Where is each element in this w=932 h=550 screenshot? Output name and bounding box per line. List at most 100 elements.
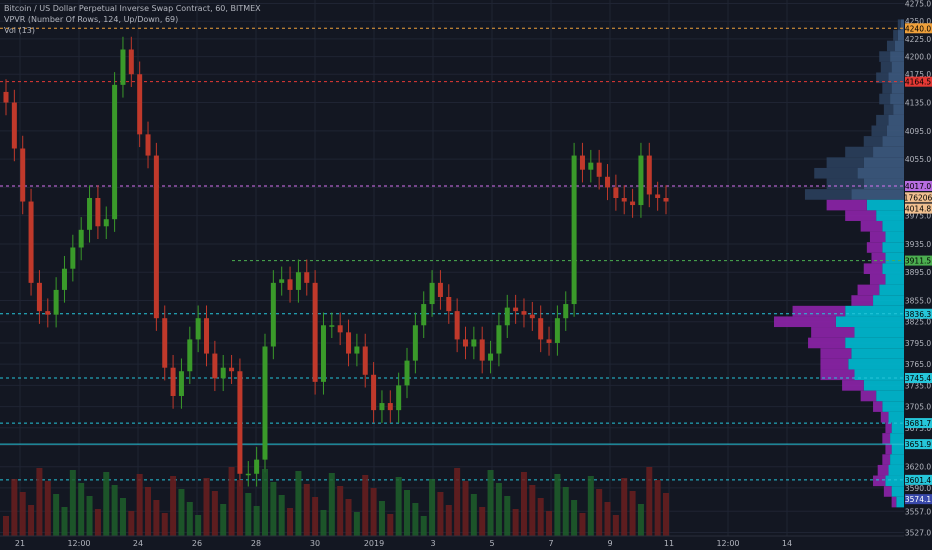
price-axis[interactable]: 4275.0 4250.0 4225.0 4200.0 4175.0 4135.0 4095… (904, 0, 932, 537)
volume-profile-row-down (845, 146, 874, 158)
volume-profile-row-up (900, 19, 904, 31)
volume-profile-row-up (896, 496, 904, 508)
volume-bar (69, 470, 76, 536)
volume-profile-row-down (845, 210, 877, 221)
volume-bar (203, 478, 210, 536)
volume-profile-row-down (820, 348, 852, 359)
volume-profile-row-up (891, 486, 904, 497)
candle-body (538, 318, 544, 340)
volume-profile-row-up (885, 231, 904, 243)
price-axis-background[interactable] (904, 0, 932, 550)
price-level-label: 3651.9 (905, 440, 931, 449)
candle-body (254, 459, 260, 474)
volume-profile-row-down (882, 83, 892, 94)
volume-profile-row-down (814, 167, 858, 179)
candle-body (346, 332, 352, 354)
volume-bar (520, 472, 527, 536)
price-level-label: 3836.3 (905, 310, 931, 319)
volume-profile-row-up (891, 61, 904, 73)
price-axis-tick: 3675.0 (905, 424, 931, 433)
price-axis-badge-label: 176206 (904, 193, 932, 202)
volume-profile-row-down (804, 189, 852, 200)
volume-bar (211, 491, 218, 536)
volume-profile-row-down (820, 358, 849, 370)
candle-body (496, 325, 502, 354)
volume-bar (11, 479, 18, 536)
volume-profile-row-down (883, 104, 894, 115)
volume-bar (295, 471, 302, 536)
price-axis-tick: 3895.0 (905, 268, 931, 277)
volume-bar (111, 485, 118, 536)
volume-bar (278, 495, 285, 536)
volume-profile-row-up (897, 30, 904, 41)
candle-body (178, 371, 184, 396)
candle-body (170, 367, 176, 396)
candle-body (488, 353, 494, 361)
candle-body (504, 307, 510, 326)
candle-body (371, 374, 377, 411)
candle-body (462, 339, 468, 347)
volume-bar (378, 501, 385, 536)
volume-profile-row-down (893, 30, 898, 41)
volume-profile-row-down (871, 252, 886, 264)
volume-profile-row-up (890, 51, 904, 62)
volume-bar (78, 483, 85, 536)
candle-body (621, 197, 627, 202)
candle-body (187, 339, 193, 372)
candle-body (320, 325, 326, 382)
price-axis-tick: 3557.0 (905, 507, 931, 516)
candle-body (120, 49, 126, 85)
time-axis-tick: 11 (664, 539, 674, 548)
candle-body (554, 318, 560, 343)
volume-profile-row-down (876, 114, 889, 126)
volume-profile-row-up (894, 40, 904, 52)
grid-lines (0, 0, 904, 536)
candle-body (95, 197, 101, 227)
candle-body (646, 155, 652, 195)
price-level-label: 3745.4 (905, 374, 931, 383)
time-axis-tick: 28 (251, 539, 261, 548)
volume-profile-row-up (879, 284, 904, 296)
volume-bar (44, 481, 51, 536)
volume-profile-row-up (851, 348, 904, 359)
volume-bar (604, 502, 611, 536)
price-axis-tick: 3620.0 (905, 463, 931, 472)
price-axis-tick: 4135.0 (905, 99, 931, 108)
price-axis-tick: 3975.0 (905, 212, 931, 221)
volume-profile-row-up (876, 210, 904, 221)
volume-profile-row-down (860, 390, 877, 402)
volume-profile-row-up (888, 114, 904, 126)
volume-bar (186, 502, 193, 536)
volume-bar (236, 480, 243, 536)
volume-bar (612, 515, 619, 536)
candle-body (329, 325, 335, 327)
price-level-badge (905, 474, 932, 485)
volume-profile-row-down (871, 125, 887, 137)
candle-body (630, 201, 636, 206)
candle-body (279, 279, 285, 283)
volume-bar (395, 477, 402, 536)
candle-body (153, 155, 159, 319)
price-axis-tick: 3705.0 (905, 403, 931, 412)
time-axis[interactable]: 21 12:00 24 26 28 30 2019 3 5 7 9 11 12:00 14 (0, 535, 904, 548)
candle-body (454, 311, 460, 340)
volume-bar (621, 478, 628, 536)
volume-bar (429, 479, 436, 536)
volume-profile-row-down (774, 316, 836, 328)
time-axis-tick: 2019 (364, 539, 384, 548)
volume-bar (312, 497, 319, 536)
candle-body (396, 385, 402, 411)
volume-profile-row-down (873, 475, 886, 487)
candle-body (571, 155, 577, 305)
volume-bar (654, 480, 661, 536)
price-axis-tick: 3735.0 (905, 381, 931, 390)
volume-profile-row-down (885, 422, 892, 434)
time-axis-tick: 14 (782, 539, 792, 548)
volume-bar (153, 500, 160, 536)
price-axis-tick: 3765.0 (905, 360, 931, 369)
volume-profile-row-up (854, 327, 904, 338)
volume-profile-row-down (873, 401, 883, 412)
candle-body (36, 282, 42, 312)
price-axis-badge-label: 4017.0 (905, 182, 931, 191)
